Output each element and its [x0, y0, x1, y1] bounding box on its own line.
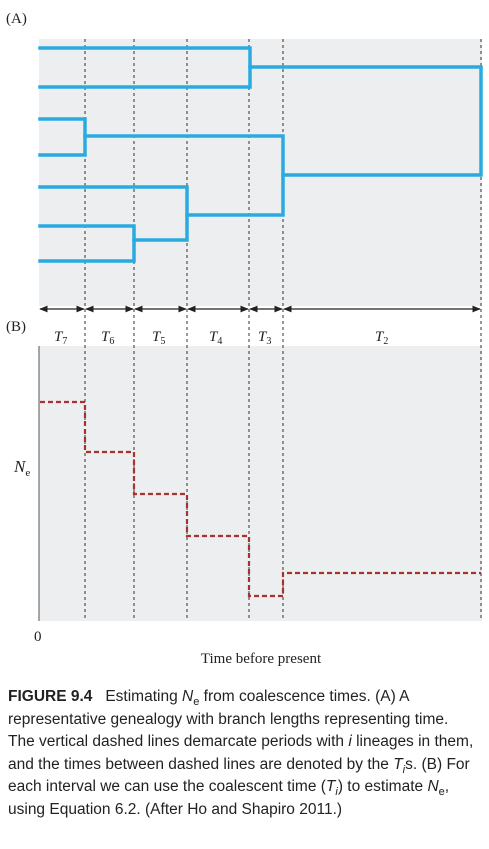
- caption-text: Estimating Ne from coalescence times. (A…: [8, 688, 473, 818]
- interval-label-t7: T7: [54, 329, 67, 347]
- x-axis-label: Time before present: [201, 651, 322, 667]
- caption-segment: e: [193, 696, 200, 709]
- genealogy-tree: [38, 46, 483, 263]
- caption-segment: N: [427, 778, 439, 795]
- interval-label-t5: T5: [152, 329, 165, 347]
- ne-step-line: [40, 400, 481, 598]
- caption-segment: i: [335, 786, 338, 799]
- interval-label-t2: T2: [375, 329, 388, 347]
- panel-a-label: (A): [6, 11, 27, 27]
- panel-a-background: [39, 39, 482, 306]
- caption-segment: i: [348, 733, 352, 750]
- panel-b-label: (B): [6, 319, 26, 335]
- interval-label-t4: T4: [209, 329, 222, 347]
- caption-segment: i: [402, 763, 406, 776]
- caption-segment: N: [182, 688, 194, 705]
- tree-branch-3: [38, 224, 136, 263]
- caption-segment: s. (B) For each interval we can use the …: [8, 755, 470, 796]
- caption-segment: e: [438, 786, 445, 799]
- caption-segment: from coalescence times. (A) A representa…: [8, 688, 449, 750]
- figure-diagram: (A) (B) T7 T6 T5 T4 T3 T2: [6, 11, 483, 667]
- tree-branch-6: [248, 65, 483, 177]
- interval-label-t3: T3: [258, 329, 271, 347]
- caption-segment: Estimating: [105, 688, 183, 705]
- interval-label-t6: T6: [101, 329, 114, 347]
- caption-segment: , using Equation 6.2. (After Ho and Shap…: [8, 778, 450, 818]
- origin-label: 0: [34, 629, 42, 645]
- figure-label: FIGURE 9.4: [8, 688, 93, 705]
- caption-segment: T: [325, 778, 336, 795]
- caption-segment: T: [393, 755, 403, 773]
- caption-segment: ) to estimate: [337, 778, 428, 795]
- ne-axis-label: Ne: [13, 457, 30, 479]
- figure-caption: FIGURE 9.4 Estimating Ne from coalescenc…: [8, 686, 478, 821]
- panel-b-background: [39, 346, 482, 621]
- caption-segment: lineages in them, and the times between …: [8, 733, 474, 773]
